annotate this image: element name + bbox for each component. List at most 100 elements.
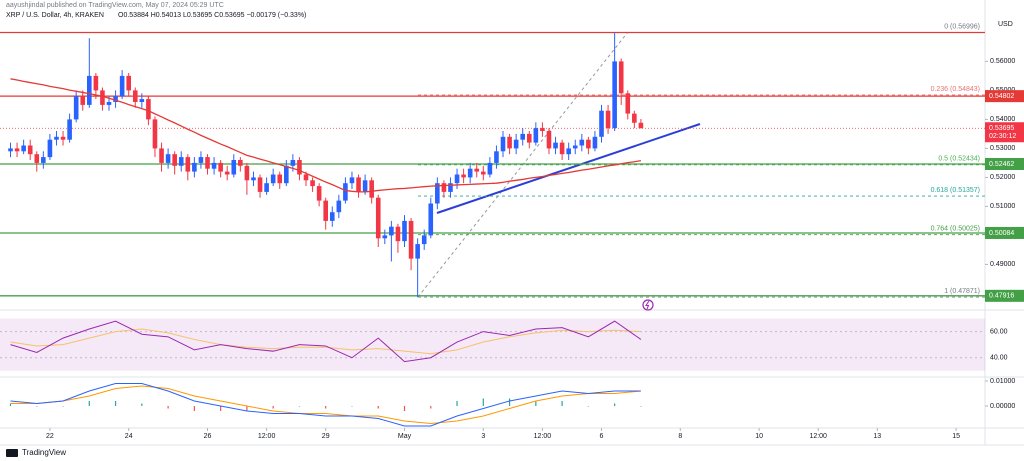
macd-hist bbox=[141, 403, 143, 406]
candle-body bbox=[540, 128, 545, 131]
price-tag-label: 0.54802 bbox=[989, 93, 1014, 100]
candle-body bbox=[435, 183, 440, 204]
candle-body bbox=[441, 183, 447, 192]
candle-body bbox=[205, 157, 210, 169]
macd-hist bbox=[220, 406, 222, 411]
macd-hist bbox=[325, 406, 327, 409]
alert-icon bbox=[642, 299, 654, 311]
x-tick-label: 22 bbox=[46, 433, 54, 440]
candle-body bbox=[592, 136, 598, 149]
candle-body bbox=[566, 148, 571, 155]
candle-body bbox=[375, 197, 381, 239]
price-tag bbox=[985, 122, 1024, 143]
candle-body bbox=[599, 110, 604, 137]
candle-body bbox=[178, 157, 184, 166]
macd-hist bbox=[456, 401, 458, 406]
candle-body bbox=[625, 93, 631, 114]
candle-body bbox=[329, 212, 335, 221]
macd-hist bbox=[246, 406, 248, 411]
candle-body bbox=[93, 75, 99, 91]
candle-body bbox=[362, 180, 368, 192]
candle-body bbox=[336, 200, 342, 213]
x-tick-label: 24 bbox=[125, 433, 133, 440]
macd-hist bbox=[36, 406, 38, 407]
candle-body bbox=[54, 136, 59, 140]
macd-hist bbox=[88, 401, 90, 406]
fib-label: 0.5 (0.52434) bbox=[938, 156, 980, 163]
macd-hist bbox=[561, 401, 563, 406]
rsi-tick-label: 60.00 bbox=[990, 328, 1008, 335]
candle-body bbox=[27, 145, 33, 155]
fib-label: 1 (0.47871) bbox=[944, 288, 980, 295]
candle-body bbox=[546, 131, 552, 149]
candle-body bbox=[297, 160, 302, 175]
price-tag bbox=[985, 226, 1024, 239]
rsi-line bbox=[10, 320, 642, 363]
fib-label: 0.618 (0.51357) bbox=[931, 187, 980, 194]
candle-body bbox=[467, 168, 473, 178]
candle-body bbox=[605, 110, 611, 129]
candle-body bbox=[172, 154, 177, 166]
author-line: aayushjindal published on TradingView.co… bbox=[6, 2, 224, 9]
x-tick-label: 8 bbox=[678, 433, 682, 440]
candle-body bbox=[402, 220, 407, 242]
candle-body bbox=[500, 136, 506, 152]
x-tick-label: May bbox=[398, 433, 412, 440]
candle-body bbox=[395, 226, 401, 242]
macd-line bbox=[10, 383, 641, 427]
y-tick-label: 0.49000 bbox=[990, 261, 1015, 268]
candle-body bbox=[34, 154, 40, 163]
candle-body bbox=[119, 75, 125, 97]
macd-hist bbox=[403, 406, 406, 411]
candle-body bbox=[100, 90, 105, 105]
rsi-ma bbox=[10, 328, 641, 355]
candle-body bbox=[231, 160, 237, 175]
candle-body bbox=[559, 142, 565, 155]
macd-hist bbox=[193, 406, 195, 411]
y-tick-label: 0.54000 bbox=[990, 116, 1015, 123]
macd-hist bbox=[62, 406, 64, 407]
candle-body bbox=[192, 162, 197, 172]
candle-body bbox=[638, 122, 644, 129]
candle-body bbox=[257, 177, 263, 192]
candle-body bbox=[454, 174, 460, 184]
x-tick-label: 26 bbox=[204, 433, 212, 440]
y-tick-label: 0.53000 bbox=[990, 145, 1015, 152]
candle-body bbox=[428, 203, 434, 236]
candle-body bbox=[251, 177, 256, 181]
candle-body bbox=[284, 165, 289, 184]
x-tick-label: 12:00 bbox=[258, 433, 276, 440]
candle-body bbox=[310, 180, 315, 187]
candle-body bbox=[14, 148, 20, 152]
candle-body bbox=[507, 136, 512, 149]
footer-logo bbox=[6, 449, 18, 457]
candle-body bbox=[47, 139, 53, 158]
y-tick-label: 0.51000 bbox=[990, 203, 1015, 210]
candle-body bbox=[67, 119, 72, 140]
candle-body bbox=[80, 96, 86, 105]
candle-body bbox=[389, 226, 394, 236]
price-tag-label: 0.50084 bbox=[989, 230, 1014, 237]
footer: TradingView bbox=[22, 448, 66, 457]
candle-body bbox=[612, 61, 617, 129]
candle-body bbox=[277, 174, 283, 184]
candle-body bbox=[618, 61, 624, 94]
macd-hist bbox=[587, 406, 589, 407]
rsi-band bbox=[0, 318, 985, 371]
candle-body bbox=[132, 90, 138, 102]
candle-body bbox=[553, 142, 558, 149]
candle-body bbox=[224, 171, 230, 175]
candle-body bbox=[513, 139, 519, 149]
candle-body bbox=[87, 75, 92, 105]
candle-body bbox=[323, 200, 329, 221]
candle-body bbox=[21, 145, 26, 152]
y-tick-label: 0.52000 bbox=[990, 174, 1015, 181]
candle-body bbox=[146, 99, 151, 120]
candle-body bbox=[356, 177, 361, 192]
macd-hist bbox=[272, 406, 274, 409]
trend-line bbox=[436, 123, 701, 214]
macd-hist bbox=[298, 406, 301, 407]
symbol: XRP / U.S. Dollar, 4h, KRAKEN bbox=[6, 12, 104, 19]
x-tick-label: 3 bbox=[481, 433, 485, 440]
candle-body bbox=[343, 183, 348, 201]
